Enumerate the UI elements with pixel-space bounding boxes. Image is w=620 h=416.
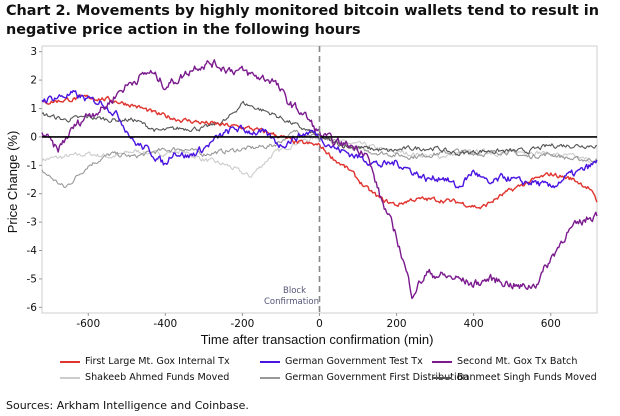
legend-swatch [60,376,80,379]
x-tick-label: 200 [387,318,407,330]
legend-label: German Government First Distribution [285,372,469,383]
y-axis-label: Price Change (%) [5,131,20,234]
y-tick-label: -5 [27,273,37,285]
y-tick-label: -4 [27,245,38,257]
series-line-1 [41,94,598,210]
annotation-block: Block [283,286,306,296]
x-axis-label: Time after transaction confirmation (min… [201,332,434,347]
legend-swatch [260,376,280,379]
legend-label: Banmeet Singh Funds Moved [457,372,597,383]
legend-label: First Large Mt. Gox Internal Tx [85,356,230,367]
y-tick-label: 1 [30,103,37,115]
series-line-6 [41,100,598,157]
chart-plot: 3 2 1 0 -1 -2 -3 -4 -5 -6 -600 -400 -200 0 200 400 600 B… [5,45,598,347]
x-tick-label: -400 [153,318,177,330]
x-tick-label: 400 [464,318,484,330]
y-tick-label: -2 [27,188,37,200]
y-tick-label: -1 [27,160,37,172]
x-tick-label: -200 [230,318,254,330]
legend-label: Shakeeb Ahmed Funds Moved [85,372,230,383]
y-tick-label: -3 [27,217,37,229]
legend-item: Banmeet Singh Funds Moved [432,372,597,383]
y-tick-label: 3 [30,46,37,58]
annotation-confirmation: Confirmation [264,297,319,307]
legend-item: Second Mt. Gox Tx Batch [432,356,577,367]
legend-swatch [260,360,280,363]
chart-title: Chart 2. Movements by highly monitored b… [6,3,599,38]
annotation-background [267,283,318,307]
x-tick-label: 0 [316,318,323,330]
legend-item: Shakeeb Ahmed Funds Moved [60,372,229,383]
source-note: Sources: Arkham Intelligence and Coinbas… [6,399,249,412]
legend-label: Second Mt. Gox Tx Batch [457,356,578,367]
y-tick-label: 0 [30,131,37,143]
legend-item: First Large Mt. Gox Internal Tx [60,356,230,367]
legend-item: German Government First Distribution [260,372,469,383]
legend-item: German Government Test Tx [260,356,423,367]
x-tick-label: 600 [541,318,561,330]
y-tick-label: 2 [30,75,37,87]
legend-swatch [60,360,80,363]
legend-label: German Government Test Tx [285,356,423,367]
y-tick-label: -6 [27,302,38,314]
x-tick-label: -600 [76,318,100,330]
legend-swatch [432,360,452,363]
legend-swatch [432,376,452,379]
